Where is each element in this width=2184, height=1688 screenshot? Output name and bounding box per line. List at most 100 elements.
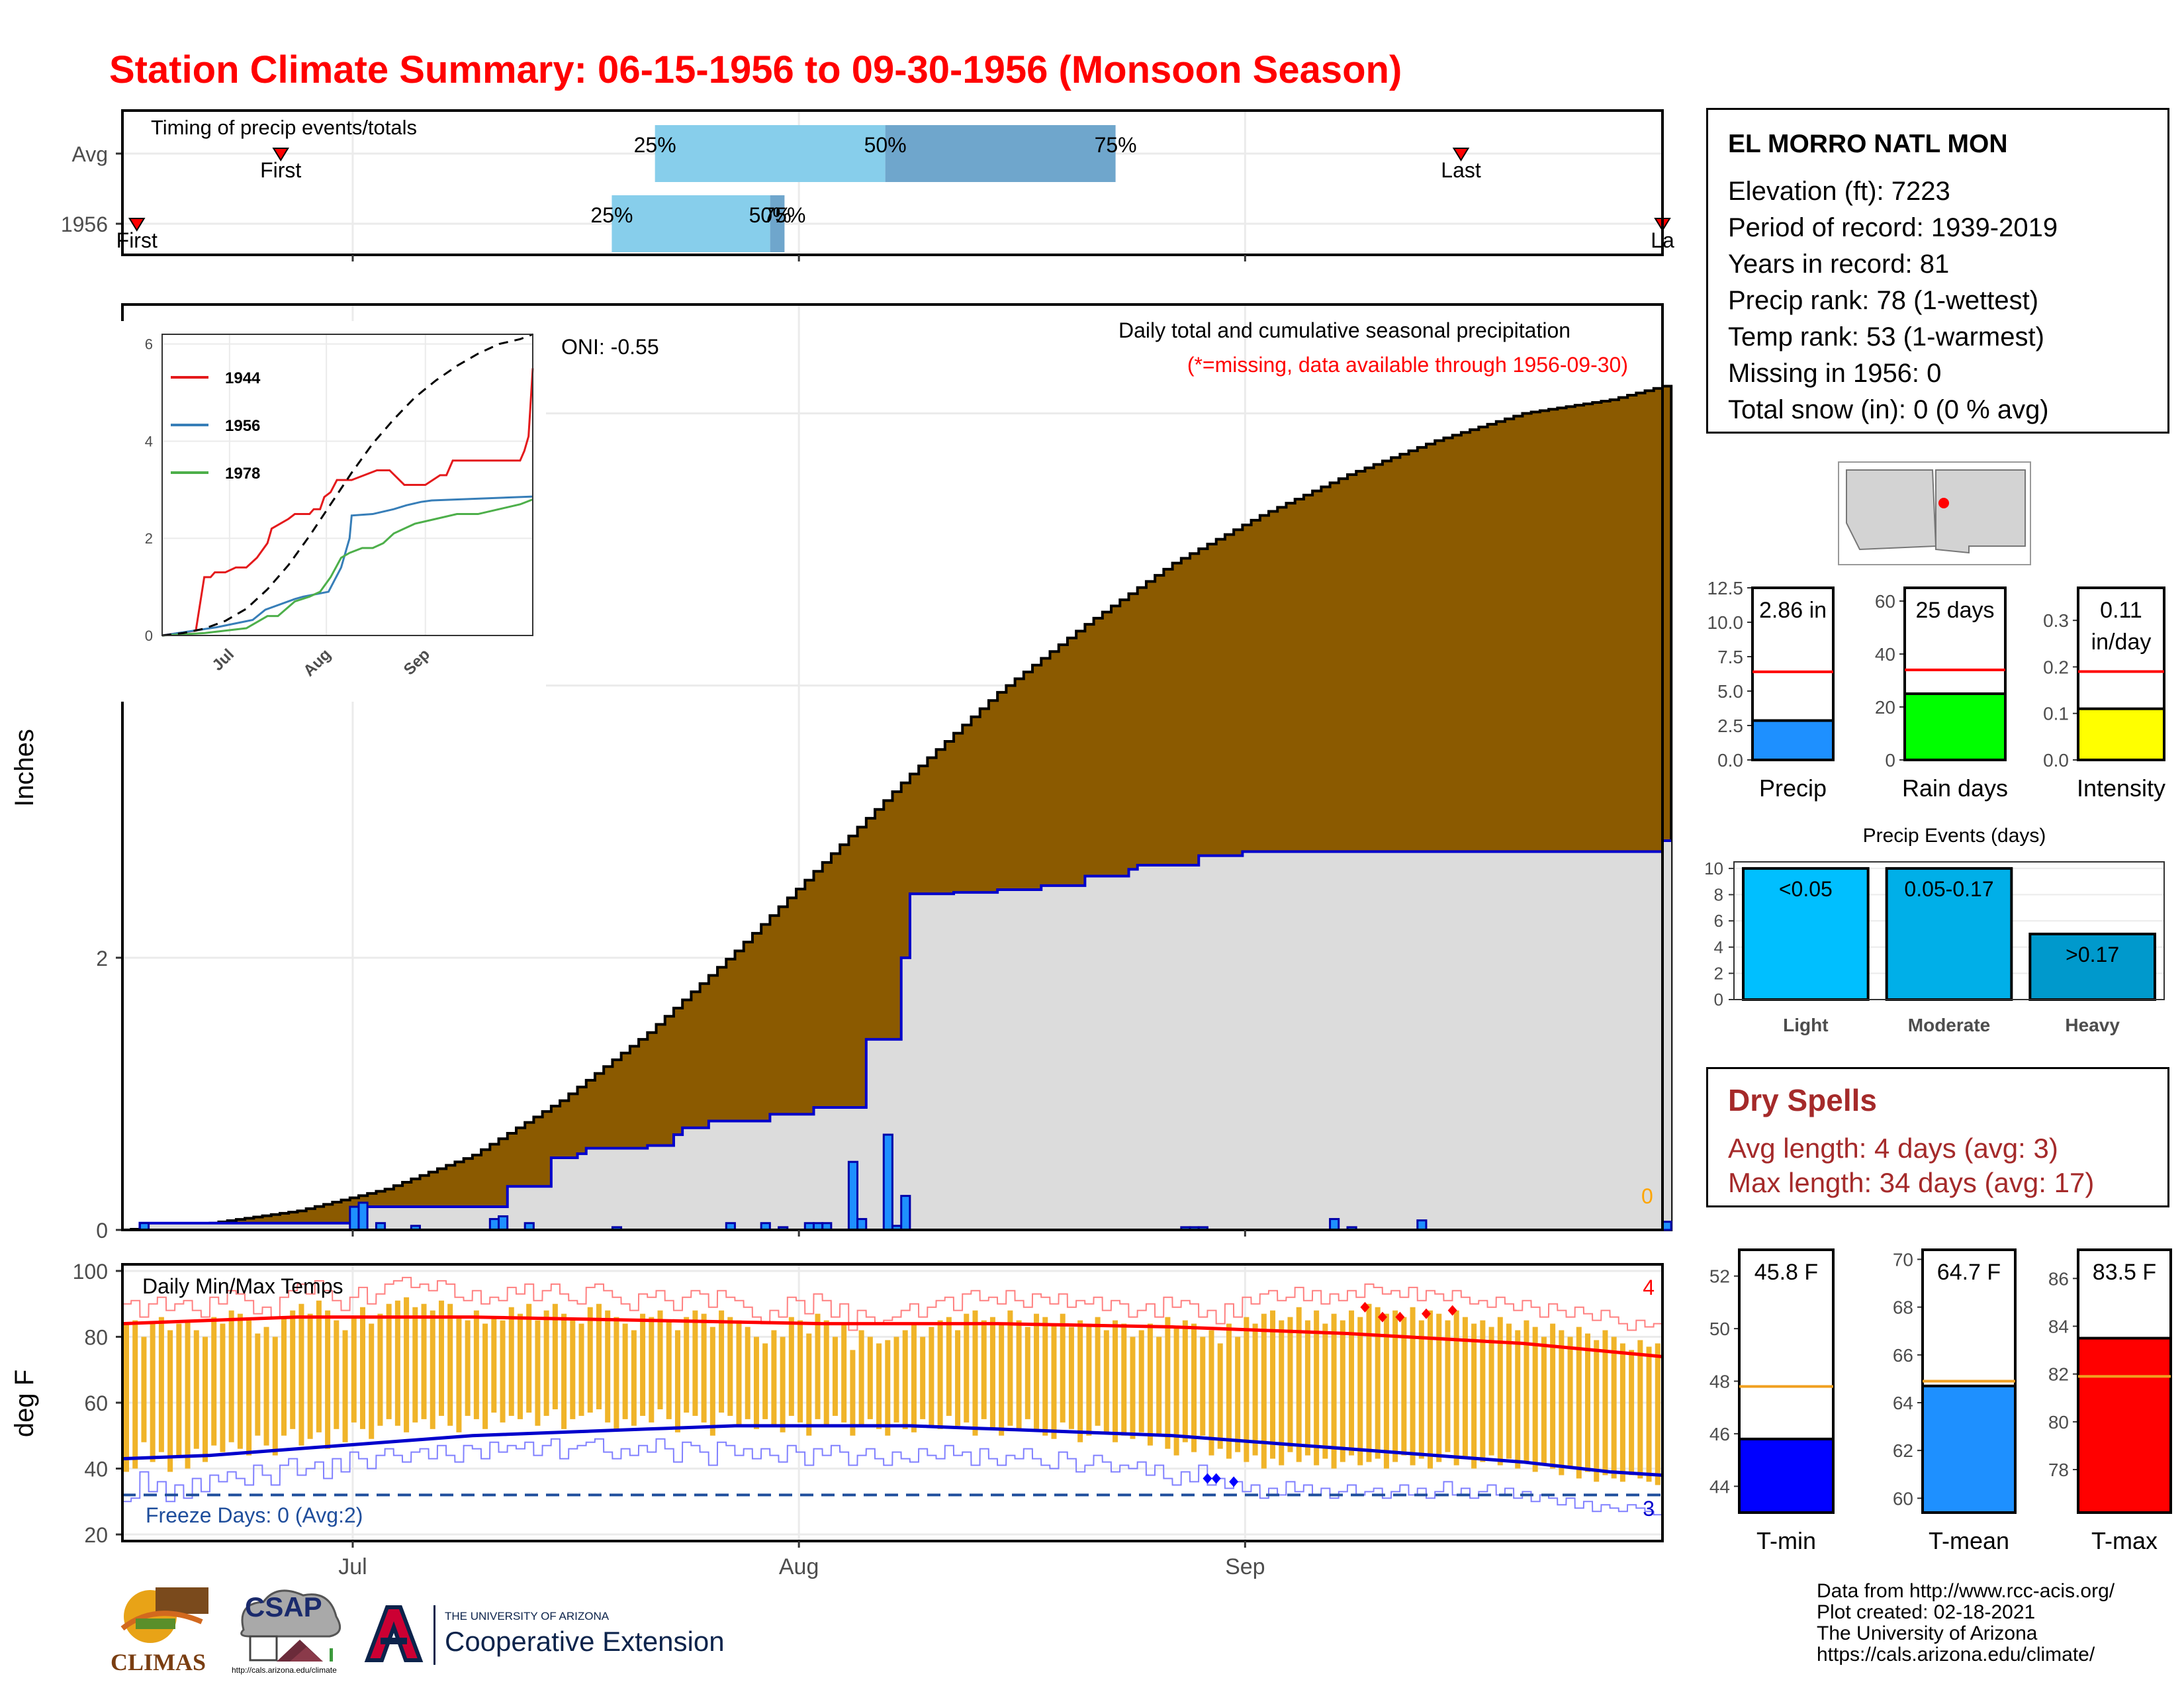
timing-first-label: First	[260, 158, 301, 182]
daily-precip-bar	[856, 1218, 868, 1231]
map-station-dot	[1938, 498, 1949, 508]
daily-temp-bar	[989, 1317, 995, 1429]
season-total-ytick-label: 0.2	[2043, 657, 2069, 677]
daily-temp-bar	[491, 1317, 497, 1413]
cumulative-1956-area	[122, 841, 1672, 1230]
daily-temp-bar	[893, 1336, 899, 1423]
daily-temp-bar	[263, 1327, 269, 1446]
daily-temp-bar	[1524, 1320, 1529, 1462]
temp-total-category-label: T-max	[2091, 1527, 2158, 1554]
credit-line: https://cals.arizona.edu/climate/	[1817, 1644, 2095, 1665]
daily-temp-bar	[517, 1313, 523, 1419]
daily-temp-bar	[999, 1323, 1005, 1436]
daily-temp-bar	[719, 1310, 725, 1413]
season-total-value-bar	[2077, 707, 2165, 762]
station-info-line: Years in record: 81	[1728, 250, 1950, 279]
daily-temp-bar	[762, 1343, 768, 1419]
temps-ytick-label: 80	[84, 1325, 108, 1349]
temp-total-ytick-label: 46	[1709, 1424, 1730, 1444]
season-total-category-label: Rain days	[1902, 774, 2008, 802]
daily-temp-bar	[780, 1336, 786, 1432]
daily-temp-bar	[578, 1323, 584, 1416]
season-total-ytick-label: 10.0	[1707, 612, 1744, 633]
timing-q50-label: 50%	[864, 133, 907, 157]
daily-temp-bar	[823, 1320, 829, 1426]
temps-ytick-label: 60	[84, 1391, 108, 1415]
daily-temp-bar	[281, 1317, 287, 1436]
daily-precip-bar	[498, 1215, 509, 1231]
daily-temp-bar	[526, 1303, 532, 1413]
record-low-marker	[1229, 1476, 1239, 1487]
daily-precip-bar	[847, 1160, 859, 1231]
temp-total-ytick-label: 70	[1893, 1249, 1913, 1270]
inset-ytick-label: 0	[145, 628, 153, 644]
daily-temp-bar	[1629, 1350, 1635, 1476]
daily-temp-bar	[246, 1320, 252, 1456]
daily-temp-bar	[1182, 1320, 1188, 1442]
season-total-ytick-label: 12.5	[1707, 578, 1744, 598]
daily-temp-bar	[832, 1336, 838, 1416]
daily-temp-bar	[1051, 1323, 1057, 1439]
events-ytick-label: 0	[1714, 990, 1723, 1009]
daily-temp-bar	[211, 1317, 217, 1446]
events-bar	[2028, 932, 2156, 1002]
daily-temp-bar	[1304, 1320, 1310, 1456]
daily-temp-bar	[1165, 1317, 1171, 1449]
daily-temp-bar	[1077, 1320, 1083, 1442]
timing-bar-q25-q50	[655, 125, 886, 182]
timing-row-label: Avg	[71, 142, 108, 166]
season-total-ytick-label: 0.0	[1717, 750, 1743, 771]
daily-temp-bar	[1349, 1310, 1355, 1456]
daily-temp-bar	[1279, 1320, 1285, 1466]
timing-panel-border	[121, 109, 1664, 256]
temps-ytick-label: 40	[84, 1458, 108, 1481]
temps-panel-border	[121, 1263, 1664, 1542]
temp-total-value-label: 45.8 F	[1754, 1260, 1818, 1285]
timing-q50-label: 50%	[749, 203, 792, 227]
daily-temp-bar	[1156, 1336, 1162, 1436]
temps-xtick-label: Aug	[779, 1554, 819, 1579]
temps-xtick-label: Sep	[1225, 1554, 1265, 1579]
daily-temp-bar	[202, 1336, 208, 1462]
temps-ylabel: deg F	[10, 1370, 39, 1437]
daily-temp-bar	[841, 1323, 847, 1423]
season-total-ytick-label: 0.0	[2043, 750, 2069, 771]
record-low-marker	[1203, 1473, 1212, 1484]
season-total-ytick-label: 5.0	[1717, 681, 1743, 702]
season-total-ytick-label: 60	[1875, 591, 1895, 612]
temp-total-ytick-label: 62	[1893, 1440, 1913, 1461]
daily-temp-bar	[902, 1330, 908, 1429]
daily-precip-bar	[1416, 1219, 1428, 1231]
daily-temp-bar	[1488, 1327, 1494, 1456]
daily-temp-bar	[1208, 1330, 1214, 1456]
daily-temp-bar	[386, 1303, 392, 1419]
daily-temp-bar	[753, 1336, 759, 1429]
daily-temp-bar	[964, 1313, 970, 1423]
events-border	[1733, 861, 2165, 1000]
daily-temp-bar	[631, 1330, 637, 1426]
timing-bar-q50-q75	[885, 125, 1116, 182]
season-total-ytick-label: 2.5	[1717, 716, 1743, 736]
daily-temp-bar	[876, 1343, 882, 1429]
map-state-nm	[1935, 469, 2026, 554]
season-total-value-bar	[1751, 719, 1835, 761]
daily-temp-bar	[535, 1320, 541, 1426]
dry-spells-max: Max length: 34 days (avg: 17)	[1728, 1167, 2095, 1198]
credits: Data from http://www.rcc-acis.org/ Plot …	[1817, 1581, 2115, 1665]
temps-ytick-label: 20	[84, 1523, 108, 1547]
record-high-marker	[1447, 1305, 1457, 1316]
daily-temp-bar	[132, 1320, 138, 1469]
inset-ytick-label: 6	[145, 336, 153, 353]
temp-total-ytick-label: 48	[1709, 1372, 1730, 1392]
daily-temp-bar	[1261, 1313, 1267, 1469]
temp-total-ytick-label: 80	[2048, 1412, 2069, 1432]
daily-temp-bar	[237, 1313, 243, 1449]
ua-big-text: Cooperative Extension	[445, 1626, 725, 1657]
timing-title: Timing of precip events/totals	[151, 116, 417, 139]
climas-logo: CLIMAS	[109, 1582, 215, 1675]
daily-temp-bar	[508, 1307, 514, 1416]
season-total-value-label: 25 days	[1915, 598, 1994, 623]
record-low-line	[122, 1438, 1662, 1516]
daily-temp-bar	[727, 1317, 733, 1416]
